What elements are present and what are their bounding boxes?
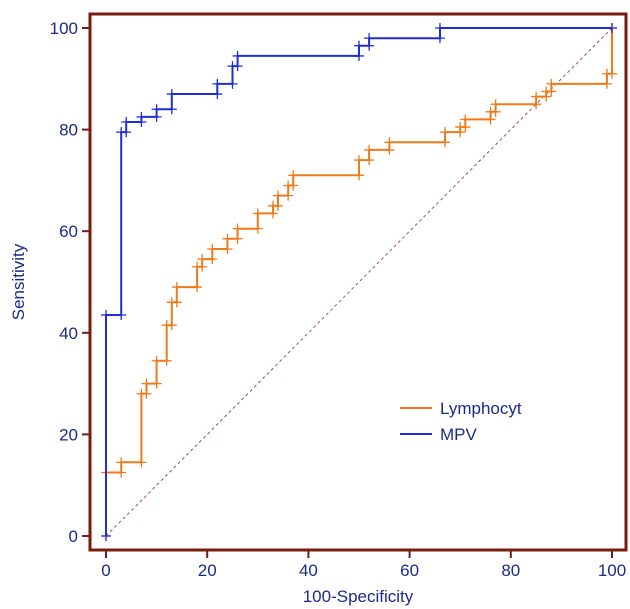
data-point-lymphocyt xyxy=(283,190,294,201)
x-tick-label: 0 xyxy=(101,561,110,580)
data-point-lymphocyt xyxy=(141,378,152,389)
y-tick-label: 80 xyxy=(59,121,78,140)
data-point-lymphocyt xyxy=(136,457,147,468)
data-point-mpv xyxy=(151,104,162,115)
data-point-lymphocyt xyxy=(546,78,557,89)
data-point-lymphocyt xyxy=(116,467,127,478)
y-axis-title: Sensitivity xyxy=(9,243,28,320)
data-point-mpv xyxy=(166,89,177,100)
data-point-lymphocyt xyxy=(288,180,299,191)
data-point-lymphocyt xyxy=(364,155,375,166)
data-point-lymphocyt xyxy=(151,378,162,389)
data-point-lymphocyt xyxy=(192,282,203,293)
data-point-mpv xyxy=(121,116,132,127)
data-point-lymphocyt xyxy=(288,170,299,181)
data-point-lymphocyt xyxy=(222,233,233,244)
data-point-lymphocyt xyxy=(252,223,263,234)
y-tick-label: 40 xyxy=(59,324,78,343)
data-point-mpv xyxy=(101,531,111,541)
data-point-mpv xyxy=(364,33,375,44)
legend-label-mpv: MPV xyxy=(440,425,478,444)
y-tick-label: 100 xyxy=(50,19,78,38)
legend-label-lymphocyt: Lymphocyt xyxy=(440,399,522,418)
ticks-layer: 0 20 40 60 80 100 0 20 40 60 80 100 xyxy=(50,19,627,580)
data-point-lymphocyt xyxy=(222,243,233,254)
data-point-lymphocyt xyxy=(166,320,177,331)
data-point-lymphocyt xyxy=(207,243,218,254)
data-point-mpv xyxy=(121,127,132,138)
data-point-lymphocyt xyxy=(232,223,243,234)
data-point-lymphocyt xyxy=(273,190,284,201)
x-axis-title: 100-Specificity xyxy=(303,587,414,606)
data-point-mpv xyxy=(354,50,364,61)
data-point-lymphocyt xyxy=(440,127,451,138)
data-point-mpv xyxy=(232,61,243,72)
data-point-lymphocyt xyxy=(161,355,172,366)
data-point-lymphocyt xyxy=(116,457,127,468)
series-mpv xyxy=(101,23,617,541)
plot-frame xyxy=(88,12,628,552)
data-point-mpv xyxy=(434,33,445,44)
x-tick-label: 20 xyxy=(198,561,217,580)
data-point-lymphocyt xyxy=(531,91,542,102)
data-point-mpv xyxy=(227,78,238,89)
x-tick-label: 80 xyxy=(501,561,520,580)
data-point-lymphocyt xyxy=(607,68,617,79)
data-point-mpv xyxy=(101,310,111,321)
legend: Lymphocyt MPV xyxy=(400,399,522,444)
y-tick-label: 0 xyxy=(69,527,78,546)
data-point-lymphocyt xyxy=(151,355,162,366)
y-tick-label: 20 xyxy=(59,425,78,444)
data-point-lymphocyt xyxy=(490,99,501,110)
data-point-lymphocyt xyxy=(232,233,243,244)
x-tick-label: 40 xyxy=(299,561,318,580)
data-point-mpv xyxy=(136,111,147,122)
data-point-mpv xyxy=(607,23,617,33)
data-point-lymphocyt xyxy=(460,114,471,125)
data-point-lymphocyt xyxy=(364,144,375,155)
data-point-lymphocyt xyxy=(141,388,152,399)
x-tick-label: 60 xyxy=(400,561,419,580)
data-point-lymphocyt xyxy=(273,200,284,211)
data-point-mpv xyxy=(116,310,127,321)
data-point-lymphocyt xyxy=(354,170,364,181)
data-point-lymphocyt xyxy=(171,282,182,293)
data-point-lymphocyt xyxy=(440,137,451,148)
data-point-lymphocyt xyxy=(252,208,263,219)
data-point-mpv xyxy=(166,104,177,115)
data-point-lymphocyt xyxy=(207,254,218,265)
data-point-mpv xyxy=(212,78,223,89)
data-point-mpv xyxy=(212,89,223,100)
data-point-lymphocyt xyxy=(354,155,364,166)
x-tick-label: 100 xyxy=(598,561,626,580)
data-point-mpv xyxy=(354,40,364,51)
data-point-mpv xyxy=(434,23,445,33)
data-point-lymphocyt xyxy=(197,254,208,265)
data-point-mpv xyxy=(232,50,243,61)
data-point-lymphocyt xyxy=(601,78,612,89)
series-layer xyxy=(101,23,617,541)
y-tick-label: 60 xyxy=(59,222,78,241)
data-point-lymphocyt xyxy=(171,297,182,308)
data-point-lymphocyt xyxy=(384,137,395,148)
